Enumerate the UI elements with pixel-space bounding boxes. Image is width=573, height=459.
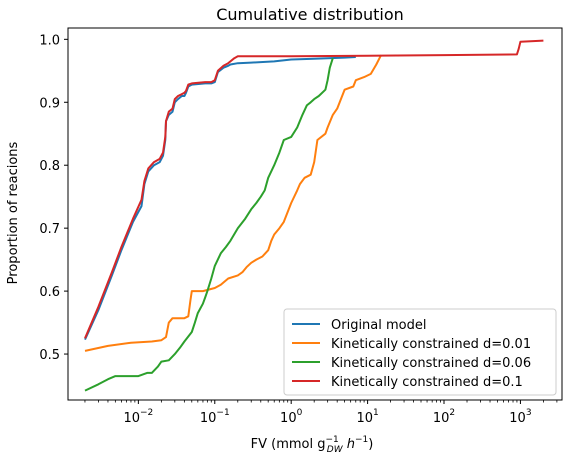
- x-axis-ticks: 10−2 10−1 100 101 102 103: [84, 400, 558, 426]
- y-tick-label: 0.7: [39, 222, 60, 237]
- x-tick-label: 103: [509, 408, 531, 426]
- x-axis-label-sub1: DW: [327, 445, 344, 455]
- legend-label-3: Kinetically constrained d=0.06: [331, 356, 531, 371]
- x-axis-label-post: ): [368, 437, 373, 452]
- legend-label-1: Original model: [331, 318, 426, 333]
- series-line-4: [84, 39, 544, 339]
- y-tick-label: 1.0: [39, 33, 60, 48]
- series-line-3: [84, 57, 334, 392]
- y-axis-ticks: 0.5 0.6 0.7 0.8 0.9 1.0: [39, 33, 68, 363]
- y-tick-label: 0.8: [39, 159, 60, 174]
- plot-frame: [67, 27, 563, 401]
- legend: Original model Kinetically constrained d=…: [283, 308, 557, 396]
- x-axis-label-sup2: −1: [355, 435, 368, 445]
- y-tick-label: 0.6: [39, 285, 60, 300]
- x-tick-label: 101: [356, 408, 378, 426]
- chart-title: Cumulative distribution: [216, 5, 404, 24]
- legend-box: [283, 308, 557, 396]
- y-tick-label: 0.5: [39, 348, 60, 363]
- legend-label-2: Kinetically constrained d=0.01: [331, 337, 531, 352]
- y-axis-label: Proportion of reacions: [6, 141, 21, 284]
- x-axis-label-mid: h: [343, 437, 355, 452]
- x-tick-label: 102: [433, 408, 455, 426]
- series-layer: [84, 39, 544, 392]
- x-tick-label: 10−2: [123, 408, 153, 426]
- series-line-2: [84, 54, 382, 352]
- x-axis-label-pre: FV (mmol g: [251, 437, 326, 452]
- x-axis-label-sup1: −1: [326, 435, 339, 445]
- x-tick-label: 10−1: [200, 408, 230, 426]
- legend-label-4: Kinetically constrained d=0.1: [331, 375, 523, 390]
- x-tick-label: 100: [280, 408, 303, 426]
- x-axis-label: FV (mmol g−1 DW h−1): [251, 435, 374, 455]
- y-tick-label: 0.9: [39, 96, 60, 111]
